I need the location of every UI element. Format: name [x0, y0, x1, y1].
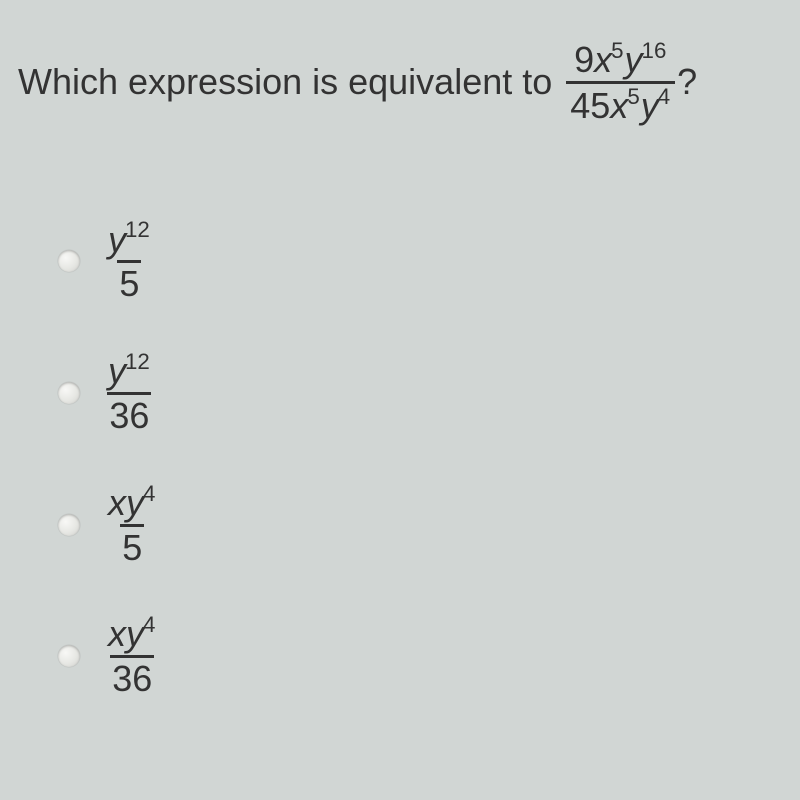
quiz-card: Which expression is equivalent to 9x5y16…: [0, 0, 800, 800]
option-fraction: xy4 36: [106, 614, 158, 698]
opt-numerator: xy4: [106, 483, 158, 524]
den-exp-2: 4: [658, 84, 670, 109]
opt-num-coeff: x: [108, 482, 126, 523]
question-fraction: 9x5y16 45x5y4: [566, 40, 675, 125]
fraction-denominator: 45x5y4: [566, 81, 675, 125]
opt-numerator: y12: [106, 220, 153, 261]
opt-num-exp: 4: [143, 612, 155, 637]
opt-numerator: y12: [106, 351, 153, 392]
opt-num-exp: 12: [125, 349, 150, 374]
option-a[interactable]: y12 5: [58, 220, 800, 304]
opt-denominator: 36: [107, 392, 151, 435]
question-row: Which expression is equivalent to 9x5y16…: [0, 40, 800, 125]
den-exp-1: 5: [627, 84, 639, 109]
option-fraction: y12 36: [106, 351, 153, 435]
opt-num-exp: 4: [143, 481, 155, 506]
radio-icon[interactable]: [58, 514, 80, 536]
opt-num-exp: 12: [125, 217, 150, 242]
question-mark: ?: [677, 64, 697, 100]
opt-num-var: y: [108, 350, 126, 391]
num-exp-2: 16: [642, 38, 667, 63]
opt-denominator: 5: [117, 260, 141, 303]
opt-numerator: xy4: [106, 614, 158, 655]
num-exp-1: 5: [611, 38, 623, 63]
den-var-2: y: [641, 85, 659, 126]
options-list: y12 5 y12 36 xy4 5: [0, 220, 800, 698]
question-lead-text: Which expression is equivalent to: [18, 64, 552, 100]
num-var-1: x: [594, 39, 612, 80]
opt-num-coeff: x: [108, 613, 126, 654]
option-c[interactable]: xy4 5: [58, 483, 800, 567]
radio-icon[interactable]: [58, 382, 80, 404]
option-fraction: xy4 5: [106, 483, 158, 567]
radio-icon[interactable]: [58, 645, 80, 667]
opt-denominator: 5: [120, 524, 144, 567]
option-d[interactable]: xy4 36: [58, 614, 800, 698]
num-var-2: y: [625, 39, 643, 80]
opt-num-var: y: [126, 613, 144, 654]
fraction-numerator: 9x5y16: [570, 40, 671, 81]
num-coeff: 9: [574, 39, 594, 80]
option-fraction: y12 5: [106, 220, 153, 304]
den-coeff: 45: [570, 85, 610, 126]
opt-denominator: 36: [110, 655, 154, 698]
radio-icon[interactable]: [58, 250, 80, 272]
opt-num-var: y: [126, 482, 144, 523]
opt-num-var: y: [108, 219, 126, 260]
den-var-1: x: [610, 85, 628, 126]
option-b[interactable]: y12 36: [58, 351, 800, 435]
